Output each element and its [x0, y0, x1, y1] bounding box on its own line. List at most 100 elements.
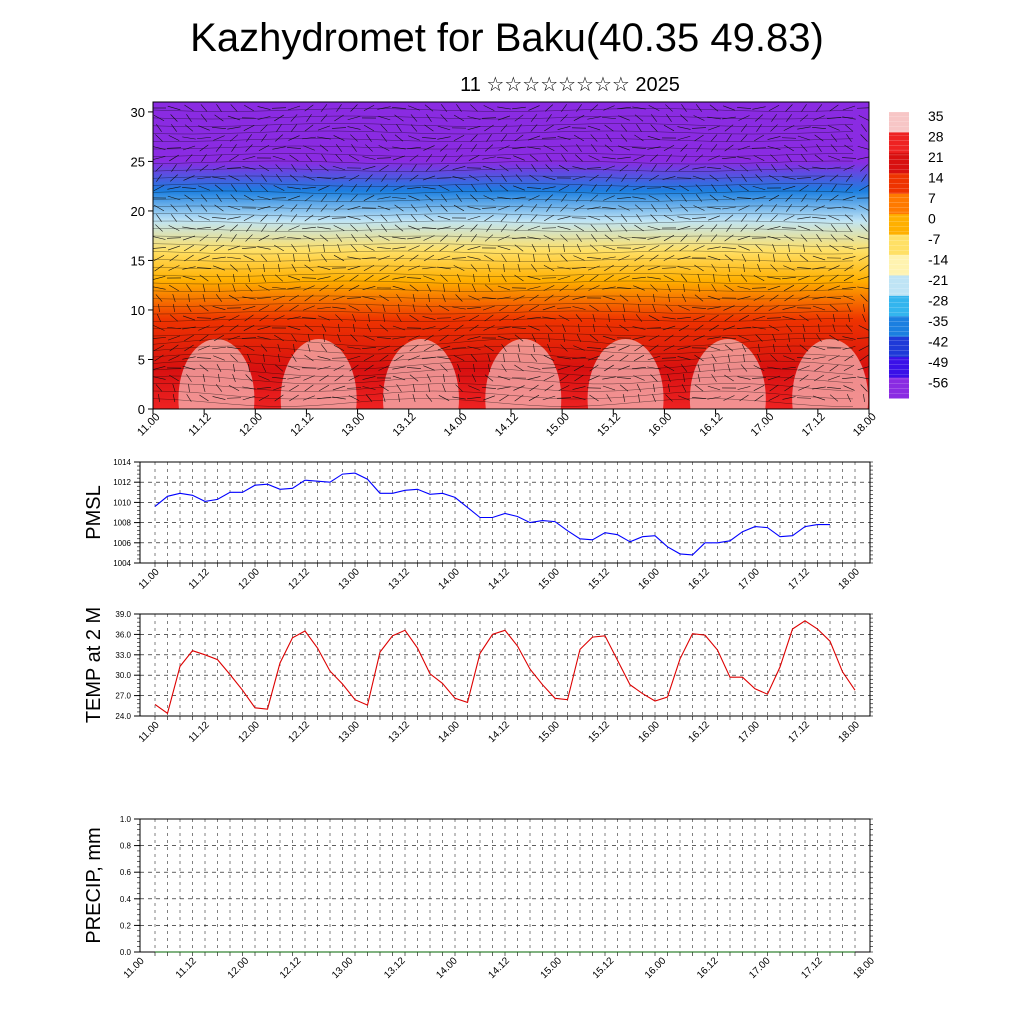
- wind-barb: [199, 244, 209, 252]
- wind-barb: [379, 264, 389, 272]
- wind-barb: [439, 334, 449, 342]
- wind-barb: [843, 385, 855, 391]
- wind-barb: [529, 174, 539, 182]
- wind-barb: [216, 104, 222, 112]
- wind-barb: [242, 386, 256, 390]
- wind-barb: [169, 314, 179, 322]
- wind-barb: [801, 104, 807, 112]
- x-tick-label: 14.00: [442, 411, 470, 439]
- contour-line: [153, 175, 854, 180]
- wind-barb: [693, 115, 705, 121]
- wind-barb: [740, 224, 748, 232]
- wind-barb: [588, 355, 600, 361]
- wind-barb: [713, 273, 715, 283]
- wind-barb: [515, 174, 523, 182]
- wind-barb: [438, 395, 450, 401]
- wind-barb: [606, 394, 612, 402]
- wind-barb: [783, 355, 795, 361]
- wind-barb: [843, 364, 855, 372]
- wind-barb: [186, 114, 192, 122]
- wind-barb: [214, 324, 224, 332]
- wind-barb: [409, 374, 419, 382]
- wind-barb: [648, 105, 660, 111]
- wind-barb: [592, 323, 596, 333]
- wind-barb: [857, 145, 869, 150]
- wind-barb: [531, 164, 537, 172]
- wind-barb: [323, 333, 325, 343]
- wind-barb: [318, 315, 330, 321]
- y-tick-label: 0: [138, 402, 145, 417]
- colorbar-label: -49: [928, 354, 948, 370]
- wind-barb: [818, 323, 820, 333]
- x-tick-label: 16.12: [686, 719, 712, 745]
- wind-barb: [604, 214, 614, 222]
- wind-barb: [830, 224, 838, 232]
- wind-barb: [212, 127, 226, 129]
- wind-barb: [153, 325, 165, 331]
- wind-barb: [227, 245, 241, 251]
- wind-barb: [724, 234, 734, 242]
- wind-barb: [530, 264, 538, 272]
- wind-barb: [377, 345, 391, 351]
- wind-barb: [680, 114, 688, 122]
- wind-barb: [737, 376, 751, 380]
- wind-barb: [350, 104, 358, 112]
- wind-barb: [437, 177, 451, 179]
- wind-barb: [274, 204, 284, 212]
- wind-barb: [829, 274, 839, 282]
- wind-barb: [408, 195, 420, 201]
- wind-barb: [527, 366, 541, 370]
- wind-barb: [666, 154, 672, 162]
- wind-barb: [307, 253, 311, 263]
- wind-barb: [633, 354, 645, 362]
- wind-barb: [304, 104, 314, 112]
- wind-barb: [573, 345, 585, 351]
- wind-barb: [814, 134, 824, 142]
- wind-barb: [392, 276, 406, 280]
- wind-barb: [680, 364, 688, 372]
- wind-barb: [769, 384, 779, 392]
- wind-barb: [407, 277, 421, 279]
- wind-barb: [335, 144, 343, 152]
- wind-barb: [498, 145, 510, 151]
- wind-barb: [452, 347, 466, 349]
- wind-barb: [212, 316, 226, 320]
- wind-barb: [302, 277, 316, 279]
- wind-barb: [408, 225, 420, 231]
- wind-barb: [291, 334, 297, 342]
- y-tick-label: 33.0: [115, 651, 131, 660]
- wind-barb: [829, 394, 839, 402]
- wind-barb: [602, 335, 616, 341]
- x-tick-label: 17.12: [786, 566, 812, 592]
- wind-barb: [396, 384, 402, 392]
- colorbar-label: -21: [928, 272, 948, 288]
- contour-line: [153, 198, 854, 202]
- wind-barb: [455, 384, 463, 392]
- wind-barb: [782, 176, 796, 180]
- wind-barb: [199, 394, 209, 402]
- x-tick-label: 14.12: [493, 411, 521, 439]
- wind-barb: [422, 266, 436, 270]
- wind-barb: [347, 387, 361, 389]
- wind-barb: [467, 346, 481, 350]
- wind-barb: [218, 373, 220, 383]
- wind-barb: [767, 285, 781, 291]
- wind-barb: [860, 134, 868, 142]
- wind-barb: [392, 375, 406, 381]
- wind-barb: [289, 174, 299, 182]
- wind-barb: [212, 256, 226, 260]
- wind-barb: [199, 304, 209, 312]
- wind-barb: [827, 375, 841, 381]
- colorbar-label: 21: [928, 149, 944, 165]
- wind-barb: [456, 234, 462, 242]
- y-tick-label: 25: [131, 154, 145, 169]
- wind-barb: [394, 354, 404, 362]
- wind-barb: [633, 285, 645, 291]
- wind-barb: [605, 174, 613, 182]
- x-tick-label: 12.12: [286, 566, 312, 592]
- wind-barb: [784, 384, 794, 392]
- wind-barb: [287, 286, 301, 290]
- wind-barb: [440, 234, 448, 242]
- wind-barb: [257, 196, 271, 200]
- wind-barb: [724, 284, 734, 292]
